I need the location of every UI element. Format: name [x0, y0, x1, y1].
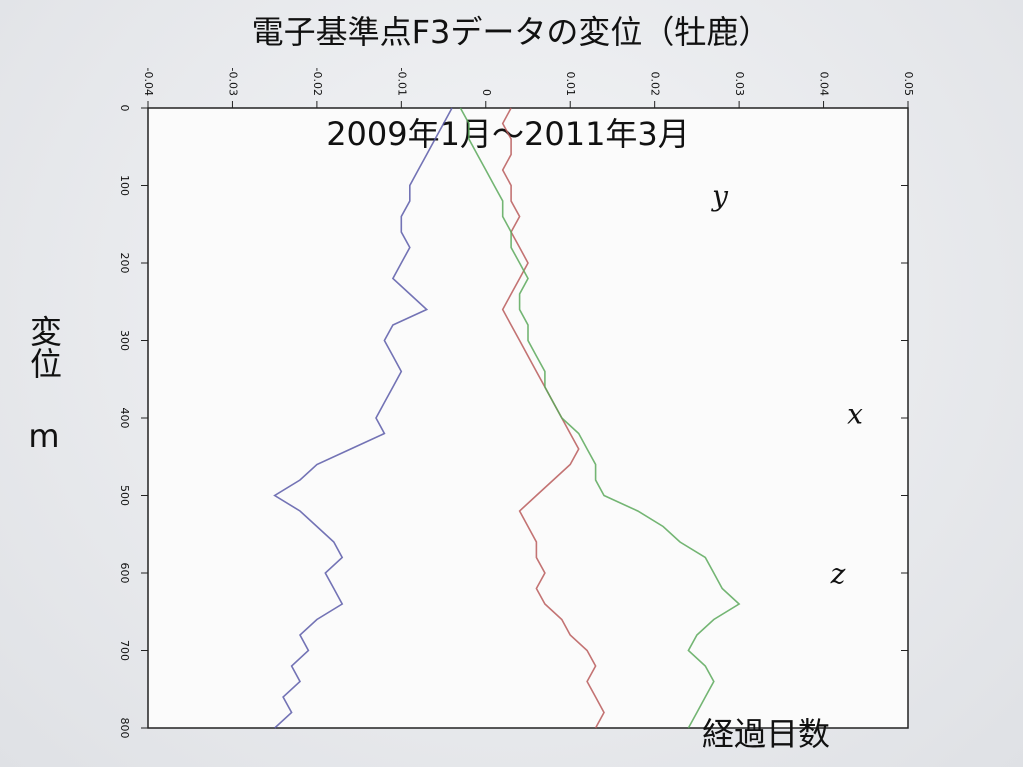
day-tick-label: 100 — [118, 175, 131, 196]
value-tick-label: 0.03 — [733, 72, 746, 97]
day-tick-label: 400 — [118, 408, 131, 429]
value-tick-label: 0.02 — [649, 72, 662, 97]
day-tick-label: 700 — [118, 640, 131, 661]
value-tick-label: -0.03 — [226, 68, 239, 96]
x-axis-title: 経過日数 — [702, 715, 830, 753]
value-tick-label: -0.04 — [142, 68, 155, 96]
value-tick-label: -0.01 — [395, 68, 408, 96]
value-tick-label: 0.04 — [818, 72, 831, 97]
plot-area — [147, 107, 909, 729]
y-axis-title: 変位 m — [25, 315, 63, 455]
day-tick-label: 600 — [118, 563, 131, 584]
day-tick-label: 200 — [118, 253, 131, 274]
value-tick-label: 0.05 — [902, 72, 915, 97]
day-tick-label: 500 — [118, 485, 131, 506]
series-label: y — [710, 180, 729, 213]
value-tick-label: -0.02 — [311, 68, 324, 96]
day-tick-label: 0 — [118, 105, 131, 112]
series-label: z — [830, 558, 846, 591]
value-tick-label: 0.01 — [564, 72, 577, 97]
chart-title: 電子基準点F3データの変位（牡鹿） — [252, 13, 771, 51]
day-tick-label: 300 — [118, 330, 131, 351]
day-tick-label: 800 — [118, 718, 131, 739]
series-line — [273, 107, 453, 729]
series-line — [459, 107, 741, 729]
value-tick-label: 0 — [480, 89, 493, 96]
series-label: x — [847, 398, 863, 431]
